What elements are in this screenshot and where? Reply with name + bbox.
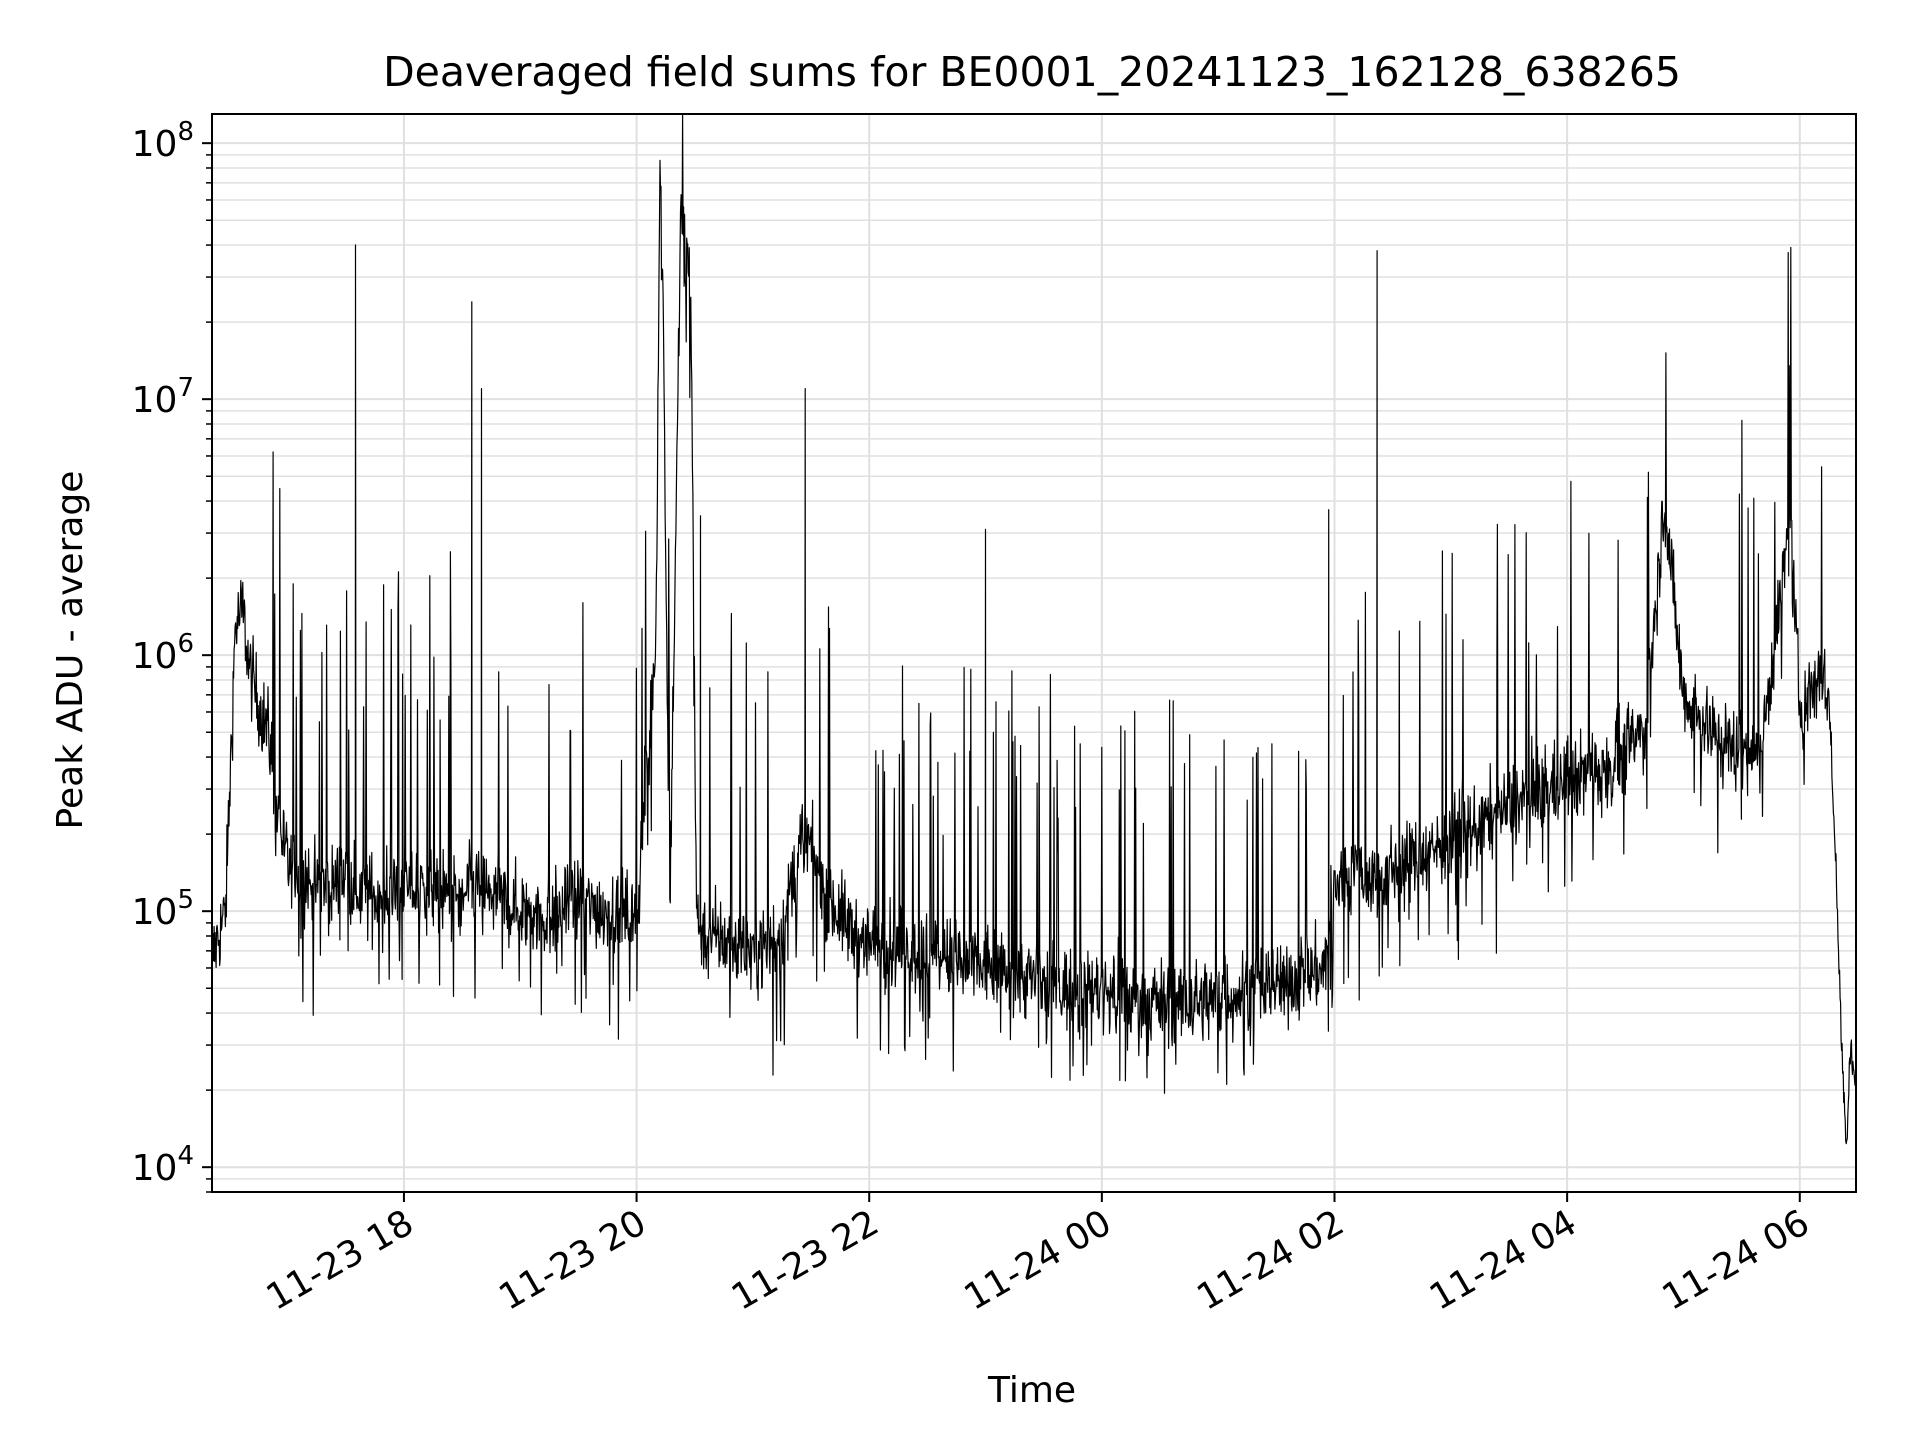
series-line [212, 114, 1856, 1145]
y-tick-label: 108 [132, 117, 194, 165]
y-tick-label: 106 [132, 629, 194, 677]
plot-frame [211, 113, 1857, 1193]
x-axis-label: Time [987, 1370, 1076, 1411]
y-axis-label: Peak ADU - average [50, 471, 91, 830]
y-axis: 104 105 106 107 108 [132, 117, 212, 1193]
y-tick-label: 104 [132, 1141, 194, 1189]
y-tick-label: 105 [132, 885, 194, 933]
y-tick-label: 107 [132, 373, 194, 421]
chart-title: Deaveraged field sums for BE0001_2024112… [383, 48, 1681, 96]
grid [212, 114, 1856, 1193]
series-layer [212, 114, 1856, 1145]
